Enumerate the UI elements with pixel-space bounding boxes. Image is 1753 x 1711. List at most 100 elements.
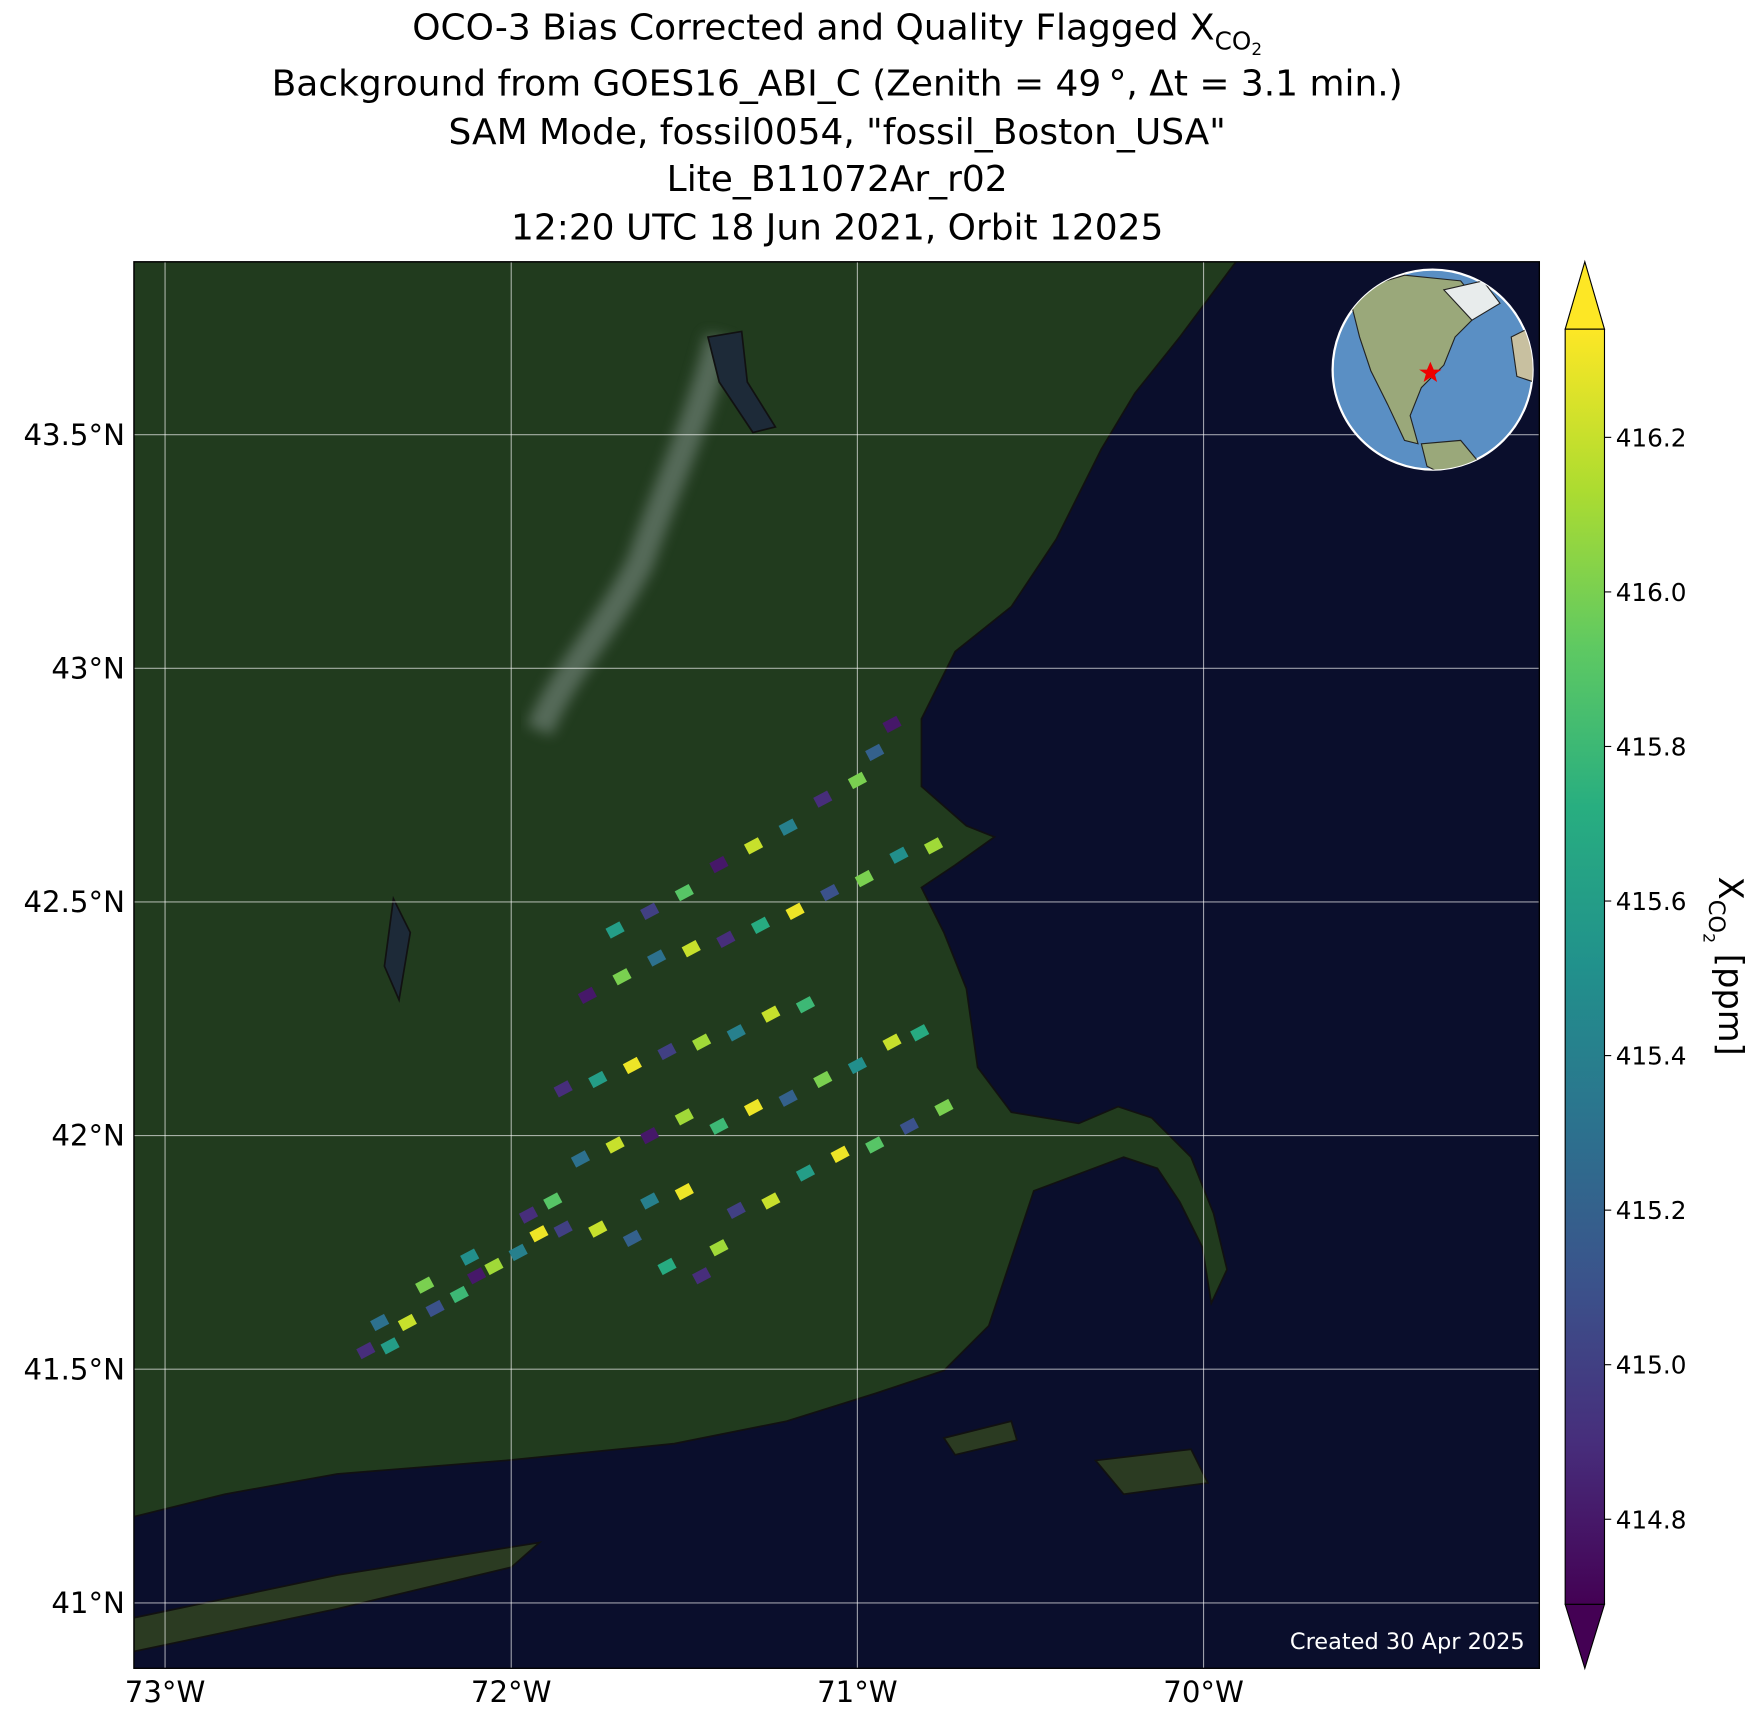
sounding: [889, 846, 909, 864]
sounding: [847, 1056, 867, 1075]
sounding: [743, 837, 764, 855]
x-tick-label: 70°W: [1163, 1675, 1244, 1709]
sounding: [370, 1313, 390, 1332]
sounding: [726, 1024, 746, 1042]
colorbar-tick-label: 415.6: [1616, 887, 1687, 916]
sounding: [813, 1070, 833, 1089]
sounding: [761, 1005, 781, 1023]
sounding: [640, 902, 660, 920]
sounding: [415, 1276, 435, 1294]
sounding: [709, 1117, 729, 1135]
colorbar-gradient: [1564, 328, 1606, 1605]
sounding: [449, 1285, 469, 1304]
sounding: [380, 1337, 400, 1355]
sounding: [795, 996, 816, 1014]
subtitle: Lite_B11072Ar_r02: [667, 159, 1008, 200]
sounding: [674, 883, 694, 902]
sounding: [425, 1299, 445, 1318]
chart-title: OCO-3 Bias Corrected and Quality Flagged…: [412, 7, 1262, 59]
sounding: [577, 986, 597, 1005]
colorbar-tick-label: 415.0: [1616, 1351, 1687, 1380]
reservoir: [383, 895, 412, 1003]
sounding: [709, 855, 729, 874]
colorbar-tick-label: 415.2: [1616, 1196, 1687, 1225]
y-tick-label: 41.5°N: [23, 1352, 124, 1386]
smoke-plume: [526, 333, 733, 736]
island: [1093, 1448, 1210, 1496]
title-subsubscript: 2: [1251, 39, 1262, 59]
sounding: [588, 1070, 608, 1089]
y-tick-label: 42°N: [51, 1119, 125, 1153]
x-tick-label: 71°W: [817, 1675, 898, 1709]
sounding: [709, 1239, 729, 1257]
x-tick-label: 73°W: [125, 1675, 206, 1709]
sounding: [508, 1243, 528, 1262]
globe-land: [1442, 280, 1501, 321]
colorbar-extend-min: [1564, 1603, 1606, 1671]
sounding: [467, 1267, 487, 1285]
colorbar-tick-label: 415.4: [1616, 1042, 1687, 1071]
sounding: [657, 1042, 677, 1061]
sounding: [785, 902, 805, 920]
soundings: [356, 715, 954, 1360]
sounding: [882, 715, 902, 734]
colorbar-tick-label: 415.8: [1616, 732, 1687, 761]
y-tick-label: 41°N: [51, 1586, 125, 1620]
sounding: [882, 1033, 902, 1051]
lake: [706, 330, 777, 434]
sounding: [553, 1220, 573, 1238]
sounding: [518, 1206, 539, 1224]
sounding: [716, 930, 736, 948]
cbar-label-subscript: CO: [1703, 900, 1729, 933]
sounding: [923, 837, 944, 855]
colorbar-label: XCO2 [ppm]: [1699, 877, 1750, 1056]
y-tick-label: 43°N: [51, 651, 125, 685]
cbar-label-suffix: [ppm]: [1711, 943, 1750, 1056]
site-star: [1419, 361, 1442, 382]
y-tick-label: 42.5°N: [23, 885, 124, 919]
sounding: [622, 1056, 642, 1075]
sounding: [778, 1089, 798, 1107]
y-tick-label: 43.5°N: [23, 418, 124, 452]
grid: [133, 261, 1540, 1669]
sounding: [820, 883, 840, 902]
cbar-label-text: X: [1711, 877, 1750, 900]
sounding: [743, 1098, 764, 1117]
cbar-label-subsubscript: 2: [1699, 933, 1718, 943]
colorbar-tick-label: 414.8: [1616, 1505, 1687, 1534]
sounding: [612, 968, 632, 986]
sounding: [865, 1136, 885, 1154]
sounding: [761, 1192, 781, 1210]
colorbar-tick-label: 416.0: [1616, 578, 1687, 607]
sounding: [397, 1313, 417, 1332]
sounding: [865, 743, 885, 762]
island: [942, 1420, 1018, 1456]
map-frame: [133, 261, 1541, 1669]
sounding: [543, 1192, 563, 1210]
sounding: [899, 1117, 919, 1135]
sounding: [692, 1033, 712, 1051]
sounding: [622, 1229, 642, 1248]
sounding: [681, 940, 701, 958]
sounding: [588, 1220, 608, 1238]
sounding: [813, 790, 833, 808]
sounding: [657, 1257, 677, 1276]
sounding: [726, 1201, 746, 1220]
sounding: [778, 818, 798, 836]
sounding: [647, 949, 667, 967]
sounding: [854, 869, 874, 888]
title-text: OCO-3 Bias Corrected and Quality Flagged…: [412, 7, 1214, 48]
sounding: [553, 1080, 573, 1098]
x-tick-label: 72°W: [471, 1675, 552, 1709]
basemap: [133, 261, 1540, 1669]
sounding: [692, 1267, 712, 1285]
subtitle: Background from GOES16_ABI_C (Zenith = 4…: [272, 63, 1403, 104]
sounding: [934, 1098, 954, 1117]
sounding: [605, 921, 625, 939]
colorbar-tick-label: 416.2: [1616, 423, 1687, 452]
sounding: [640, 1126, 660, 1145]
sounding: [847, 771, 867, 790]
